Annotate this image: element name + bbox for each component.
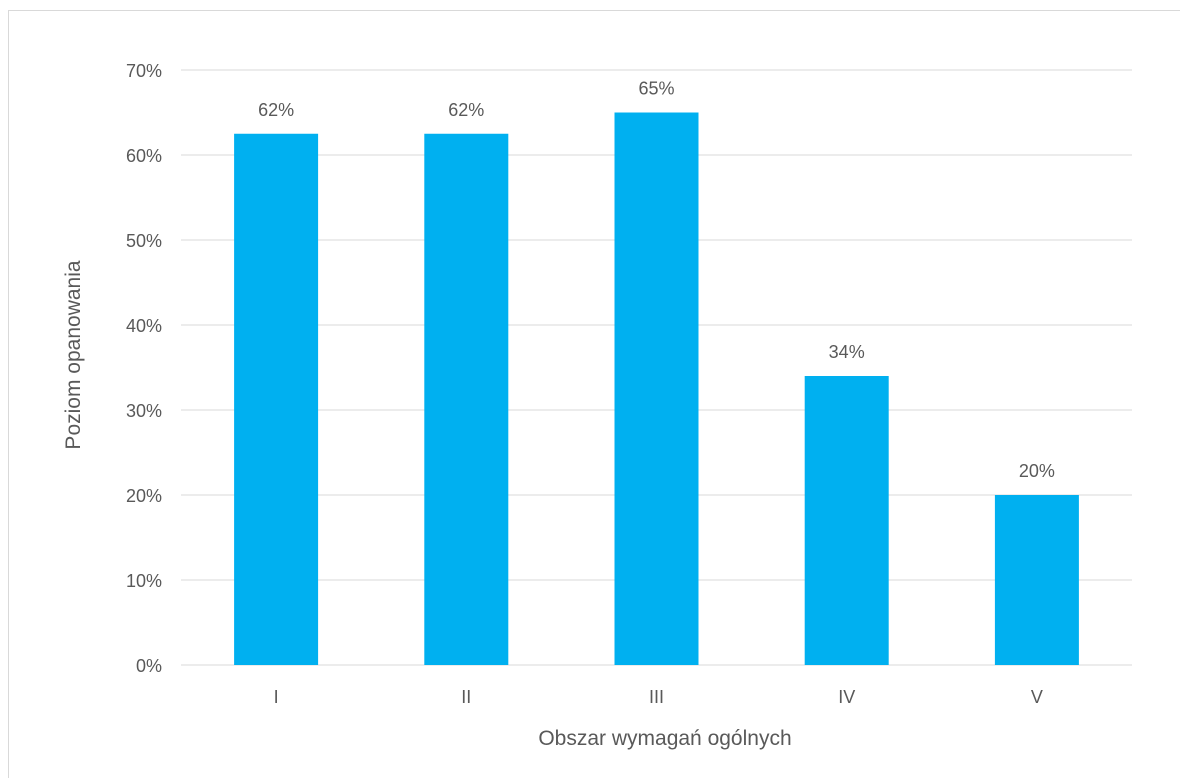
x-tick-label: I bbox=[274, 687, 279, 707]
chart-frame bbox=[8, 10, 1180, 778]
data-label: 34% bbox=[829, 342, 865, 362]
x-tick-label: IV bbox=[838, 687, 855, 707]
data-label: 62% bbox=[258, 100, 294, 120]
y-axis-ticks: 0% 10% 20% 30% 40% 50% 60% 70% bbox=[126, 61, 162, 676]
bar bbox=[994, 495, 1079, 665]
bar bbox=[804, 376, 889, 665]
data-label: 65% bbox=[638, 79, 674, 99]
y-tick-label: 30% bbox=[126, 401, 162, 421]
y-tick-label: 60% bbox=[126, 146, 162, 166]
y-tick-label: 10% bbox=[126, 571, 162, 591]
x-tick-label: III bbox=[649, 687, 664, 707]
y-axis-title: Poziom opanowania bbox=[62, 260, 85, 449]
data-label: 20% bbox=[1019, 461, 1055, 481]
bar bbox=[614, 112, 699, 665]
y-tick-label: 70% bbox=[126, 61, 162, 81]
x-tick-label: V bbox=[1031, 687, 1043, 707]
y-tick-label: 40% bbox=[126, 316, 162, 336]
bars bbox=[234, 112, 1079, 665]
x-axis-title: Obszar wymagań ogólnych bbox=[538, 727, 791, 750]
data-label: 62% bbox=[448, 100, 484, 120]
data-labels: 62% 62% 65% 34% 20% bbox=[258, 79, 1055, 482]
y-tick-label: 0% bbox=[136, 656, 162, 676]
bar bbox=[234, 133, 319, 665]
y-tick-label: 20% bbox=[126, 486, 162, 506]
x-axis-ticks: I II III IV V bbox=[274, 687, 1043, 707]
y-tick-label: 50% bbox=[126, 231, 162, 251]
x-tick-label: II bbox=[461, 687, 471, 707]
bar bbox=[424, 133, 509, 665]
